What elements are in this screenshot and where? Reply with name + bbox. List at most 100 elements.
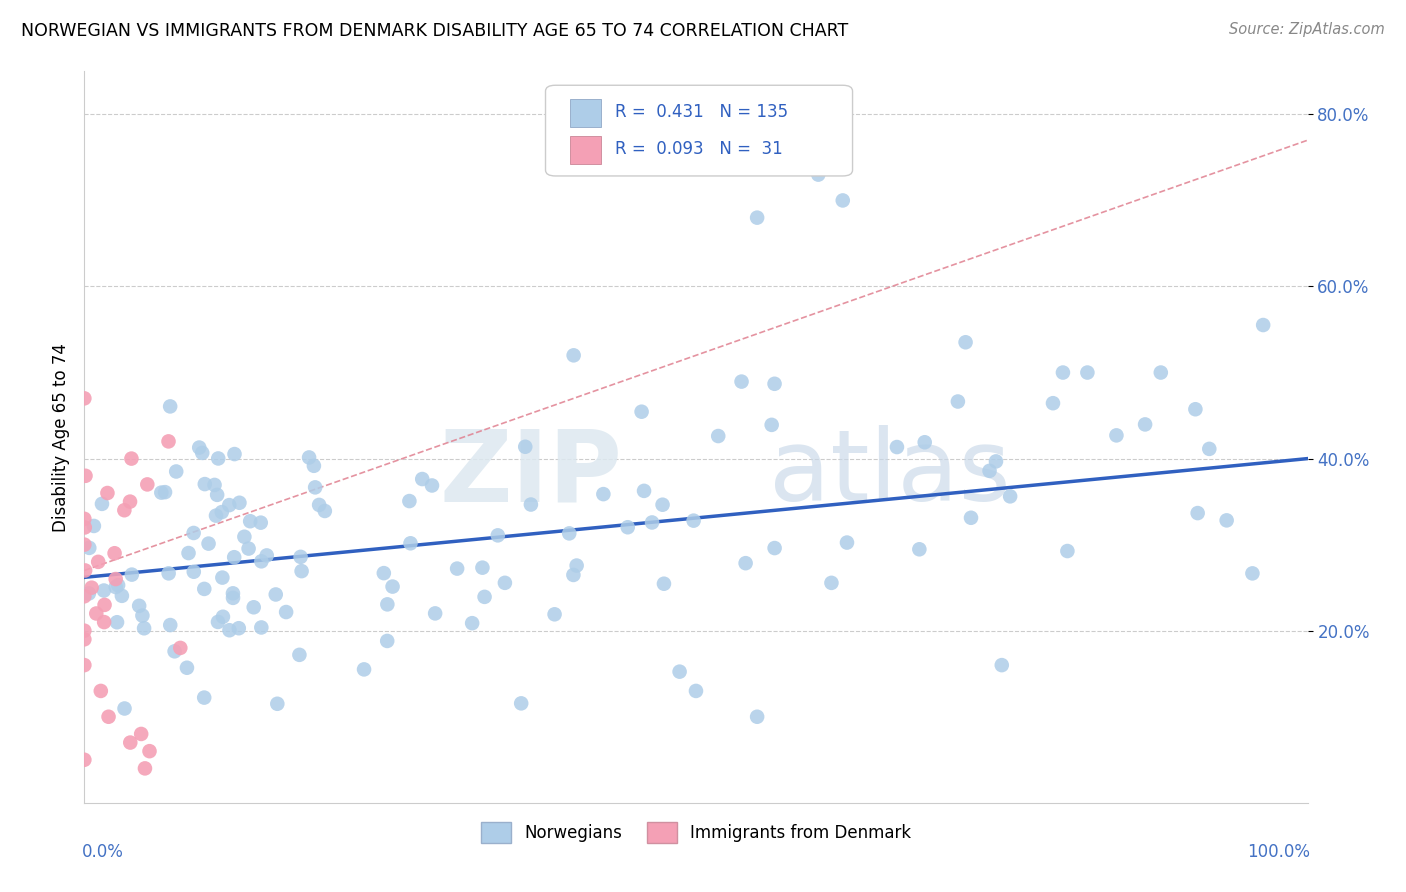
- Point: [93, 615, 115, 629]
- Point: [157, 566, 180, 581]
- Point: [153, 485, 176, 500]
- Point: [177, 546, 200, 560]
- Point: [1150, 366, 1173, 380]
- Point: [222, 591, 245, 605]
- Point: [730, 375, 752, 389]
- Point: [222, 586, 245, 600]
- Point: [1133, 417, 1156, 432]
- Point: [224, 550, 246, 565]
- Point: [377, 598, 399, 612]
- Point: [831, 194, 853, 208]
- Point: [157, 434, 180, 449]
- Point: [233, 530, 256, 544]
- Point: [73, 632, 96, 647]
- Point: [298, 450, 321, 465]
- Point: [256, 549, 278, 563]
- Point: [747, 710, 769, 724]
- Point: [165, 465, 187, 479]
- Point: [494, 575, 516, 590]
- Point: [1241, 566, 1264, 581]
- Point: [250, 554, 273, 568]
- Point: [420, 478, 443, 492]
- Text: NORWEGIAN VS IMMIGRANTS FROM DENMARK DISABILITY AGE 65 TO 74 CORRELATION CHART: NORWEGIAN VS IMMIGRANTS FROM DENMARK DIS…: [21, 22, 848, 40]
- Point: [84, 607, 107, 621]
- Text: 100.0%: 100.0%: [1247, 843, 1310, 861]
- Point: [1076, 366, 1098, 380]
- Point: [641, 516, 664, 530]
- Point: [107, 578, 129, 592]
- Point: [205, 508, 228, 523]
- Point: [734, 556, 756, 570]
- Point: [302, 458, 325, 473]
- Point: [228, 621, 250, 635]
- Point: [510, 697, 533, 711]
- Text: atlas: atlas: [769, 425, 1011, 522]
- Point: [308, 498, 330, 512]
- Point: [75, 468, 97, 483]
- Point: [129, 727, 152, 741]
- Legend: Norwegians, Immigrants from Denmark: Norwegians, Immigrants from Denmark: [474, 815, 918, 849]
- Point: [163, 644, 186, 658]
- Point: [73, 624, 96, 638]
- Point: [134, 761, 156, 775]
- Point: [104, 580, 127, 594]
- Point: [486, 528, 509, 542]
- Point: [73, 512, 96, 526]
- Point: [1105, 428, 1128, 442]
- Point: [97, 710, 120, 724]
- Point: [685, 684, 707, 698]
- Text: 0.0%: 0.0%: [82, 843, 124, 861]
- Point: [979, 464, 1001, 478]
- Point: [651, 498, 673, 512]
- Point: [1251, 318, 1274, 332]
- Point: [264, 587, 287, 601]
- Point: [314, 504, 336, 518]
- Point: [193, 582, 215, 596]
- Text: ZIP: ZIP: [440, 425, 623, 522]
- Point: [103, 546, 125, 560]
- Point: [960, 510, 983, 524]
- Point: [276, 605, 298, 619]
- Point: [79, 541, 101, 555]
- Bar: [569, 99, 600, 127]
- Point: [835, 535, 858, 549]
- Bar: [569, 136, 600, 164]
- Point: [188, 441, 211, 455]
- Point: [112, 503, 135, 517]
- Point: [193, 690, 215, 705]
- Point: [183, 565, 205, 579]
- Point: [747, 211, 769, 225]
- Point: [446, 561, 468, 575]
- Point: [565, 558, 588, 573]
- Point: [652, 576, 675, 591]
- Point: [105, 615, 128, 630]
- Point: [73, 392, 96, 406]
- Point: [630, 405, 652, 419]
- Point: [908, 542, 931, 557]
- Point: [991, 658, 1014, 673]
- Point: [114, 701, 136, 715]
- Point: [914, 435, 936, 450]
- Point: [1042, 396, 1064, 410]
- Point: [373, 566, 395, 581]
- Point: [228, 496, 250, 510]
- Point: [291, 564, 314, 578]
- Point: [807, 168, 830, 182]
- Point: [592, 487, 614, 501]
- Point: [946, 394, 969, 409]
- Point: [562, 568, 585, 582]
- Point: [543, 607, 565, 622]
- Point: [96, 486, 118, 500]
- Point: [138, 744, 160, 758]
- Point: [998, 489, 1021, 503]
- Point: [515, 440, 537, 454]
- FancyBboxPatch shape: [546, 86, 852, 176]
- Point: [1187, 506, 1209, 520]
- Point: [77, 586, 100, 600]
- Point: [87, 555, 110, 569]
- Point: [73, 753, 96, 767]
- Point: [1184, 402, 1206, 417]
- Point: [205, 488, 228, 502]
- Point: [120, 735, 142, 749]
- Point: [290, 549, 312, 564]
